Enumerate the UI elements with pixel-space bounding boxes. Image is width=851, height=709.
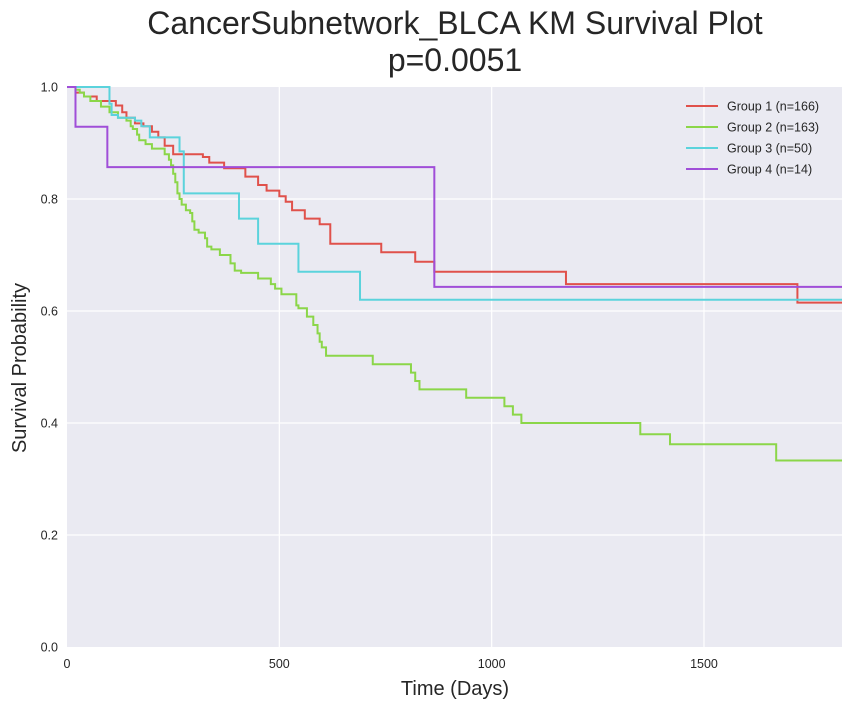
series-line-group-3: [67, 86, 842, 301]
gridlines: [67, 87, 842, 647]
x-axis-label: Time (Days): [401, 678, 509, 700]
series-layer: [67, 86, 842, 462]
chart-title: CancerSubnetwork_BLCA KM Survival Plot: [147, 5, 763, 41]
legend-label-group-4: Group 4 (n=14): [727, 163, 812, 177]
series-line-group-4: [67, 86, 842, 288]
series-line-group-2: [67, 86, 842, 462]
x-tick-label: 1000: [478, 657, 506, 671]
chart-subtitle: p=0.0051: [388, 42, 522, 78]
x-tick-label: 1500: [690, 657, 718, 671]
plot-area: [67, 87, 842, 647]
y-tick-label: 0.2: [41, 529, 58, 543]
x-tick-label: 0: [64, 657, 71, 671]
legend-label-group-1: Group 1 (n=166): [727, 100, 819, 114]
tick-labels: 0 500 1000 1500 0.0 0.2 0.4 0.6 0.8 1.0: [41, 81, 718, 672]
y-tick-label: 0.4: [41, 417, 58, 431]
legend-label-group-2: Group 2 (n=163): [727, 121, 819, 135]
y-tick-label: 1.0: [41, 81, 58, 95]
legend: Group 1 (n=166) Group 2 (n=163) Group 3 (n…: [686, 100, 819, 177]
x-tick-label: 500: [269, 657, 290, 671]
legend-label-group-3: Group 3 (n=50): [727, 142, 812, 156]
y-tick-label: 0.0: [41, 641, 58, 655]
series-line-group-1: [67, 86, 842, 304]
y-tick-label: 0.8: [41, 193, 58, 207]
y-axis-label: Survival Probability: [9, 283, 31, 453]
y-tick-label: 0.6: [41, 305, 58, 319]
